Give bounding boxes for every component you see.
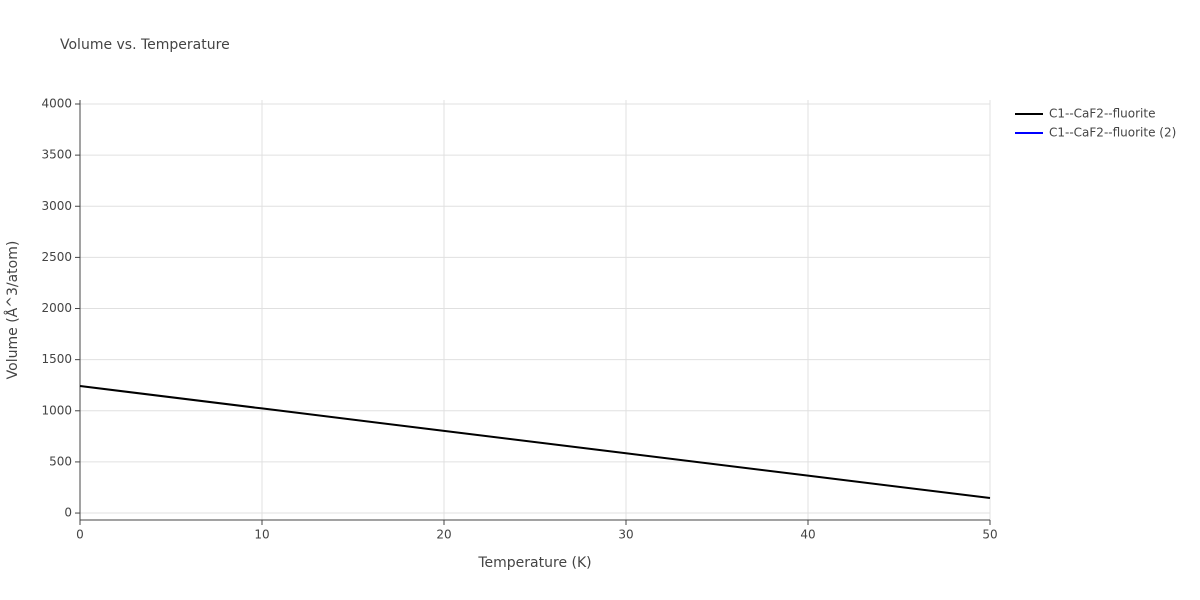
x-tick-label: 30 — [618, 528, 633, 542]
y-tick-label: 0 — [64, 506, 72, 520]
y-axis-label: Volume (Å^3/atom) — [4, 241, 21, 380]
y-tick-label: 2500 — [41, 250, 72, 264]
x-tick-label: 50 — [982, 528, 997, 542]
legend-label: C1--CaF2--fluorite (2) — [1049, 126, 1176, 140]
x-tick-label: 10 — [254, 528, 269, 542]
series-line — [79, 385, 991, 500]
y-tick-label: 500 — [49, 454, 72, 468]
y-tick-label: 4000 — [41, 96, 72, 110]
x-tick-label: 20 — [436, 528, 451, 542]
x-tick-label: 0 — [76, 528, 84, 542]
chart-title: Volume vs. Temperature — [60, 37, 230, 53]
x-tick-label: 40 — [800, 528, 815, 542]
y-tick-label: 1000 — [41, 403, 72, 417]
legend-label: C1--CaF2--fluorite — [1049, 107, 1155, 121]
x-axis-label: Temperature (K) — [477, 555, 591, 571]
y-tick-label: 2000 — [41, 301, 72, 315]
y-tick-label: 3000 — [41, 199, 72, 213]
y-tick-label: 1500 — [41, 352, 72, 366]
y-tick-label: 3500 — [41, 148, 72, 162]
